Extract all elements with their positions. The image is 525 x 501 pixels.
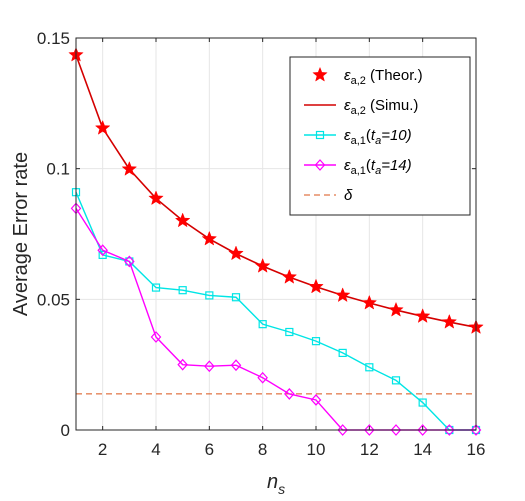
legend-param-sub: a <box>375 135 381 147</box>
data-point-marker <box>310 394 322 406</box>
data-point-marker <box>334 287 351 303</box>
legend-text-main: (Theor.) <box>366 67 423 84</box>
legend-label: εa,1(ta=10) <box>344 127 412 147</box>
x-tick-label: 8 <box>258 440 267 459</box>
data-point-marker <box>470 424 482 436</box>
data-point-marker <box>308 278 324 294</box>
data-point-marker <box>337 424 348 436</box>
x-tick-label: 16 <box>467 440 486 459</box>
legend-symbol: ε <box>344 127 351 144</box>
data-point-marker <box>284 388 295 400</box>
y-tick-label: 0 <box>61 421 70 440</box>
data-point-marker <box>228 245 244 261</box>
data-point-marker <box>151 283 161 292</box>
data-point-marker <box>201 230 218 246</box>
legend-param: t <box>371 127 376 144</box>
data-point-marker <box>121 160 138 176</box>
data-point-marker <box>364 424 375 436</box>
x-tick-label: 4 <box>151 440 160 459</box>
data-point-marker <box>231 293 241 302</box>
series-line <box>75 191 476 431</box>
legend-subscript: a,1 <box>351 135 366 147</box>
legend-param-sub: a <box>375 165 381 177</box>
data-point-marker <box>205 291 214 300</box>
legend-label: εa,2 (Simu.) <box>344 97 418 117</box>
legend-item: εa,2 (Theor.) <box>312 66 423 87</box>
legend-subscript: a,1 <box>351 165 366 177</box>
legend-subscript: a,2 <box>351 75 366 87</box>
x-tick-label: 2 <box>98 440 107 459</box>
x-tick-label: 14 <box>413 440 432 459</box>
data-point-marker <box>391 376 401 385</box>
x-tick-label: 6 <box>205 440 214 459</box>
legend-item: εa,1(ta=10) <box>304 127 412 147</box>
x-tick-label: 12 <box>360 440 379 459</box>
data-point-marker <box>444 424 455 436</box>
y-tick-label: 0.1 <box>46 160 70 179</box>
x-axis-label-sub: s <box>278 481 285 497</box>
legend-label: εa,2 (Theor.) <box>344 67 423 87</box>
data-point-marker <box>254 257 271 273</box>
data-point-marker <box>414 308 431 323</box>
data-point-marker <box>94 119 111 135</box>
data-point-marker <box>204 360 215 373</box>
data-point-marker <box>388 301 404 317</box>
legend-label: εa,1(ta=14) <box>344 157 412 177</box>
legend-param: t <box>371 157 376 174</box>
legend-label: δ <box>344 187 353 204</box>
legend-text-main: (Simu.) <box>366 97 419 114</box>
legend-symbol: ε <box>344 67 351 84</box>
legend: εa,2 (Theor.)εa,2 (Simu.)εa,1(ta=10)εa,1… <box>289 56 471 216</box>
ticks: 2 4 6 8 10 12 14 16 0 0.05 0.1 0.15 <box>37 29 486 459</box>
y-tick-label: 0.05 <box>37 290 70 309</box>
legend-item: δ <box>304 187 353 204</box>
data-point-marker <box>441 313 458 329</box>
data-point-marker <box>148 190 164 206</box>
data-point-marker <box>257 371 268 384</box>
data-point-marker <box>174 212 191 228</box>
data-point-marker <box>150 331 162 343</box>
data-point-marker <box>178 286 187 295</box>
legend-swatch-marker <box>314 159 326 171</box>
data-point-marker <box>97 244 108 257</box>
legend-swatch-marker <box>312 66 328 82</box>
legend-text-main: ( <box>366 127 371 144</box>
plot-border <box>75 37 477 431</box>
data-point-marker <box>311 337 321 346</box>
x-axis-label-main: n <box>267 471 278 493</box>
legend-box <box>289 56 471 216</box>
legend-param-value: =14) <box>381 157 411 174</box>
data-point-marker <box>125 257 134 266</box>
data-point-marker <box>338 348 347 358</box>
data-point-marker <box>124 255 135 268</box>
data-point-marker <box>418 398 427 407</box>
legend-symbol: δ <box>344 187 353 204</box>
legend-swatch-marker <box>315 130 325 140</box>
series-line <box>75 54 477 329</box>
series-2 <box>75 54 477 329</box>
data-point-marker <box>361 294 378 310</box>
legend-item: εa,1(ta=14) <box>304 157 412 177</box>
data-point-marker <box>230 359 242 372</box>
y-tick-label: 0.15 <box>37 29 70 48</box>
y-axis-label: Average Error rate <box>10 152 32 316</box>
x-tick-label: 10 <box>307 440 326 459</box>
data-point-marker <box>258 320 267 329</box>
legend-subscript: a,2 <box>351 105 366 117</box>
legend-item: εa,2 (Simu.) <box>304 97 418 117</box>
data-point-marker <box>177 358 188 371</box>
legend-text-main: ( <box>366 157 371 174</box>
legend-param-value: =10) <box>381 127 411 144</box>
x-axis-label: ns <box>267 471 285 497</box>
legend-symbol: ε <box>344 157 351 174</box>
legend-symbol: ε <box>344 97 351 114</box>
data-point-marker <box>281 268 298 284</box>
data-point-marker <box>285 327 294 337</box>
data-point-marker <box>365 363 374 372</box>
data-point-marker <box>390 424 402 436</box>
data-point-marker <box>98 250 107 260</box>
data-point-marker <box>417 424 428 436</box>
